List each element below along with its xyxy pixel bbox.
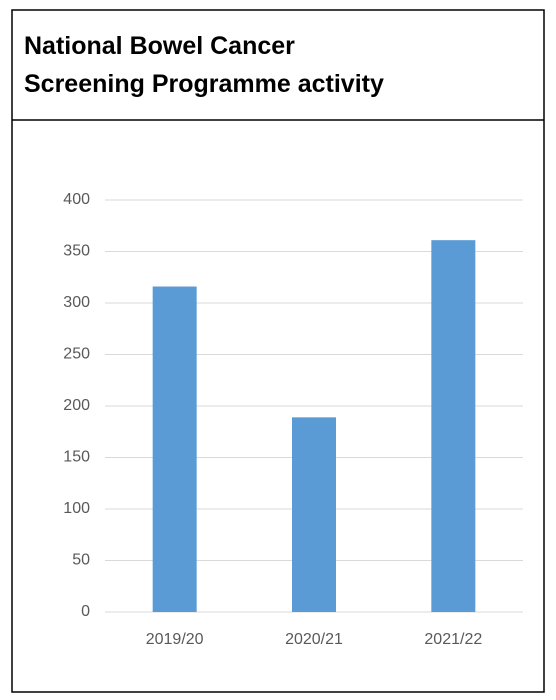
y-tick-label: 250 xyxy=(63,346,90,363)
chart-title: National Bowel Cancer xyxy=(24,32,295,60)
y-tick-label: 150 xyxy=(63,449,90,466)
x-tick-label: 2021/22 xyxy=(424,631,482,648)
y-tick-label: 300 xyxy=(63,294,90,311)
bar xyxy=(292,417,336,612)
y-tick-label: 50 xyxy=(72,552,90,569)
x-tick-label: 2020/21 xyxy=(285,631,343,648)
bar xyxy=(431,240,476,613)
y-tick-label: 400 xyxy=(63,191,90,208)
chart-title: Screening Programme activity xyxy=(24,70,384,98)
y-tick-label: 200 xyxy=(63,397,90,414)
y-tick-label: 100 xyxy=(63,500,90,517)
y-tick-label: 350 xyxy=(63,243,90,260)
y-tick-label: 0 xyxy=(81,603,90,620)
bar xyxy=(152,286,197,612)
x-tick-label: 2019/20 xyxy=(146,631,204,648)
